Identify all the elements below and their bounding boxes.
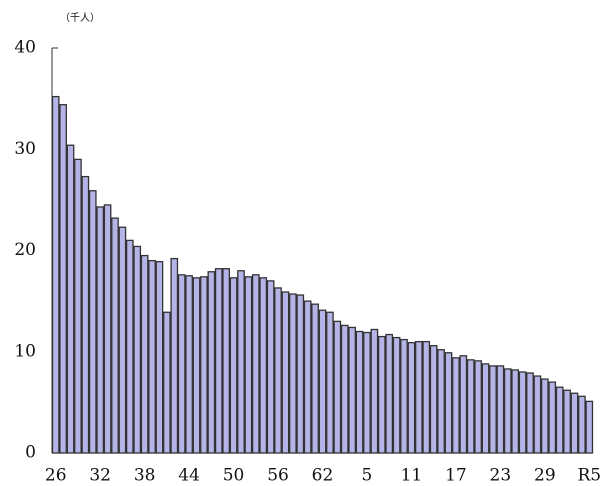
x-tick-label: R5 bbox=[577, 466, 601, 486]
bar bbox=[281, 291, 290, 454]
bar bbox=[363, 331, 371, 454]
x-tick-label: 38 bbox=[134, 466, 156, 486]
bar bbox=[81, 175, 90, 454]
bar bbox=[370, 328, 379, 454]
bar bbox=[518, 371, 527, 454]
bar bbox=[207, 271, 216, 454]
bar bbox=[355, 330, 364, 454]
bar bbox=[222, 268, 230, 454]
bar bbox=[533, 375, 542, 454]
bar bbox=[489, 365, 497, 454]
bar bbox=[452, 357, 460, 454]
bar bbox=[503, 368, 512, 454]
bar bbox=[259, 277, 268, 454]
bar bbox=[422, 340, 431, 454]
bar bbox=[303, 300, 312, 454]
bar bbox=[51, 95, 60, 454]
x-tick-label: 56 bbox=[267, 466, 289, 486]
bar bbox=[400, 338, 408, 454]
bar bbox=[526, 372, 534, 454]
bar bbox=[311, 303, 319, 454]
bar bbox=[578, 395, 586, 454]
bar bbox=[466, 359, 475, 454]
bar bbox=[244, 276, 253, 454]
bar bbox=[192, 277, 201, 454]
bar bbox=[348, 326, 356, 454]
bar bbox=[415, 340, 423, 454]
y-tick-label: 0 bbox=[25, 443, 36, 463]
bar bbox=[133, 245, 142, 454]
bar bbox=[585, 400, 594, 454]
bar bbox=[377, 335, 386, 454]
bar bbox=[474, 360, 482, 454]
bar bbox=[237, 270, 245, 454]
bar bbox=[444, 352, 453, 454]
bar bbox=[340, 324, 349, 454]
bar bbox=[540, 378, 549, 454]
bar bbox=[437, 349, 445, 454]
bar bbox=[170, 257, 179, 454]
bar bbox=[118, 226, 127, 454]
bar bbox=[103, 204, 112, 454]
bar bbox=[333, 320, 342, 454]
bar bbox=[274, 287, 282, 454]
x-tick-label: 32 bbox=[89, 466, 111, 486]
bar bbox=[296, 294, 305, 454]
bar bbox=[289, 293, 297, 454]
bar bbox=[511, 369, 520, 454]
bar bbox=[385, 333, 394, 454]
bar bbox=[481, 363, 490, 454]
x-tick-label: 50 bbox=[223, 466, 245, 486]
x-tick-label: 17 bbox=[445, 466, 467, 486]
bar bbox=[251, 274, 260, 454]
y-tick-label: 30 bbox=[14, 139, 36, 159]
bar bbox=[570, 392, 579, 454]
x-tick-label: 11 bbox=[401, 466, 423, 486]
x-tick-label: 44 bbox=[178, 466, 200, 486]
bar bbox=[429, 345, 438, 454]
bar bbox=[125, 239, 134, 454]
bar bbox=[177, 274, 186, 454]
bar bbox=[548, 381, 557, 454]
bar bbox=[59, 104, 67, 454]
bar bbox=[96, 206, 105, 454]
bar bbox=[392, 336, 401, 454]
bar bbox=[163, 311, 171, 454]
bar bbox=[214, 268, 223, 454]
y-tick-label: 10 bbox=[14, 341, 36, 361]
y-tick-label: 20 bbox=[14, 240, 36, 260]
bar bbox=[155, 260, 164, 454]
bar bbox=[496, 365, 505, 454]
bar bbox=[148, 259, 156, 454]
bar bbox=[229, 277, 238, 454]
y-axis-label: （千人） bbox=[60, 12, 100, 24]
x-tick-label: 26 bbox=[45, 466, 67, 486]
bar bbox=[318, 309, 327, 454]
bar bbox=[185, 275, 193, 454]
bar bbox=[266, 280, 275, 454]
bar bbox=[74, 158, 82, 454]
bar bbox=[326, 311, 334, 454]
bar bbox=[200, 276, 208, 454]
x-tick-label: 5 bbox=[362, 466, 373, 486]
bar bbox=[459, 355, 468, 454]
bar bbox=[563, 389, 571, 454]
y-tick-label: 40 bbox=[14, 38, 36, 58]
bar bbox=[555, 386, 564, 454]
x-tick-label: 62 bbox=[312, 466, 334, 486]
bar bbox=[66, 144, 75, 454]
bar bbox=[140, 254, 149, 454]
x-tick-label: 29 bbox=[534, 466, 556, 486]
bar bbox=[111, 217, 119, 454]
bar bbox=[88, 190, 97, 454]
bar bbox=[407, 341, 416, 454]
x-tick-label: 23 bbox=[490, 466, 512, 486]
